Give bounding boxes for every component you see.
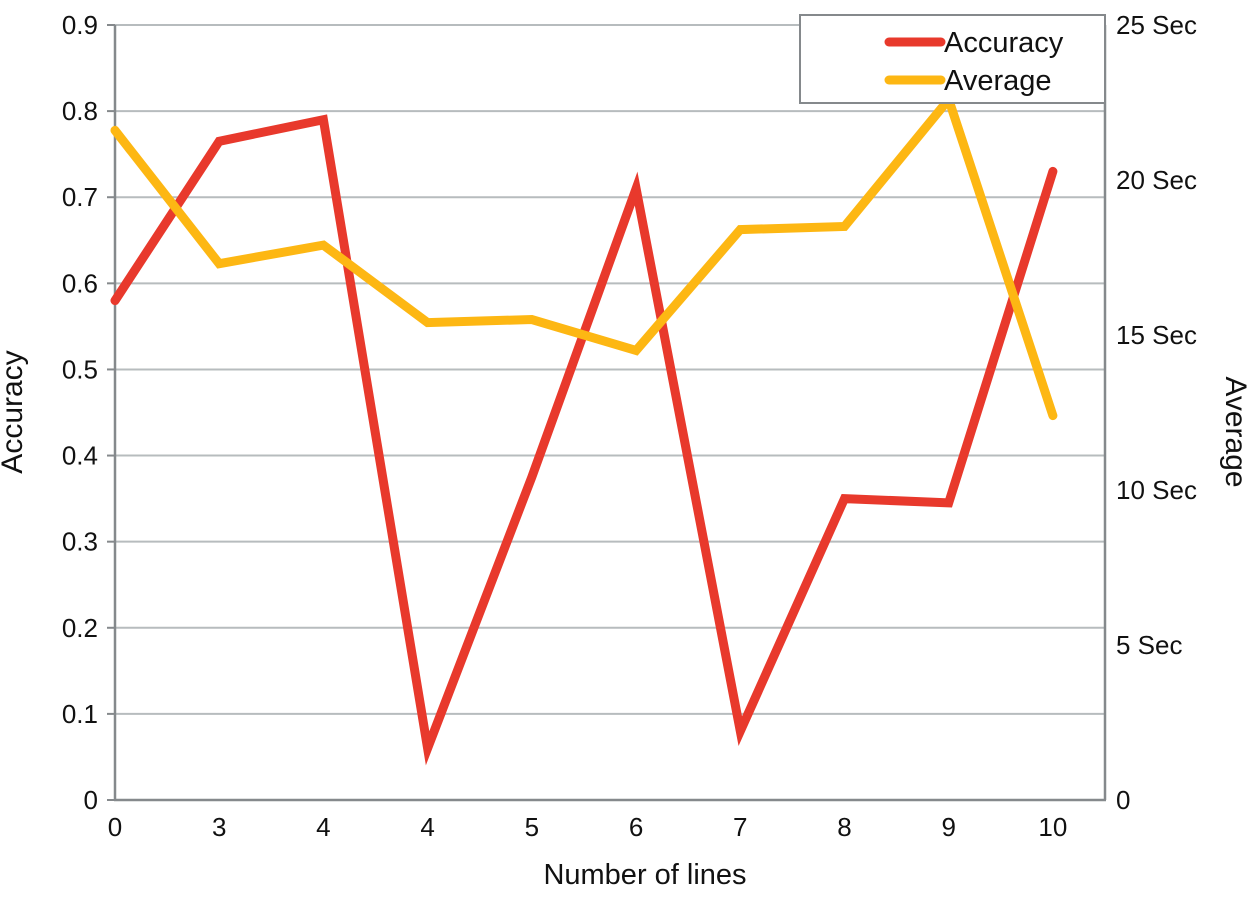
x-axis-tick-label: 5 <box>525 812 539 842</box>
left-axis-title: Accuracy <box>0 350 29 473</box>
labels-layer: 0.9 0.8 0.7 0.6 0.5 0.4 0.3 0.2 0.1 0 25 Sec 20 Sec… <box>0 10 1250 891</box>
accuracy-line <box>110 114 1058 766</box>
legend-label-accuracy: Accuracy <box>944 27 1064 59</box>
x-axis-tick-label: 4 <box>420 812 434 842</box>
x-axis-tick-label: 7 <box>733 812 747 842</box>
left-axis-tick-label: 0.3 <box>62 527 98 557</box>
x-axis-title: Number of lines <box>543 859 746 891</box>
left-axis-tick-label: 0.9 <box>62 10 98 40</box>
axes-layer <box>107 24 1107 802</box>
left-axis-tick-label: 0.1 <box>62 699 98 729</box>
x-axis-tick-label: 3 <box>212 812 226 842</box>
right-axis-tick-label: 20 Sec <box>1116 165 1197 195</box>
left-axis-tick-label: 0 <box>84 785 98 815</box>
right-axis-tick-label: 0 <box>1116 785 1130 815</box>
left-axis-tick-label: 0.4 <box>62 441 98 471</box>
legend-label-average: Average <box>944 65 1052 97</box>
right-axis-title: Average <box>1219 376 1250 487</box>
x-axis-tick-label: 10 <box>1038 812 1067 842</box>
right-axis-tick-label: 15 Sec <box>1116 320 1197 350</box>
right-axis-tick-label: 25 Sec <box>1116 10 1197 40</box>
x-axis-tick-label: 4 <box>316 812 330 842</box>
legend: Accuracy Average <box>799 14 1106 104</box>
x-axis-tick-label: 9 <box>941 812 955 842</box>
series-layer <box>110 90 1058 766</box>
x-axis-tick-label: 6 <box>629 812 643 842</box>
left-axis-tick-label: 0.5 <box>62 354 98 384</box>
left-axis-tick-label: 0.2 <box>62 613 98 643</box>
right-axis-tick-label: 10 Sec <box>1116 475 1197 505</box>
legend-box <box>799 14 1106 104</box>
x-axis-tick-label: 8 <box>837 812 851 842</box>
average-line <box>110 90 1058 421</box>
x-axis-tick-label: 0 <box>108 812 122 842</box>
gridlines-layer <box>115 24 1105 801</box>
left-axis-tick-label: 0.8 <box>62 96 98 126</box>
left-axis-tick-label: 0.6 <box>62 268 98 298</box>
right-axis-tick-label: 5 Sec <box>1116 630 1183 660</box>
left-axis-tick-label: 0.7 <box>62 182 98 212</box>
